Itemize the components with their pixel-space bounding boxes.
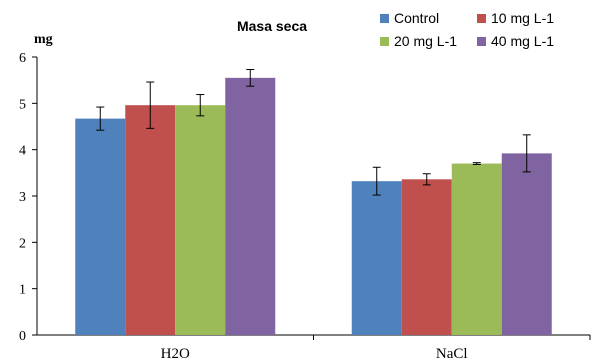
legend-swatch — [477, 37, 486, 46]
y-tick-label: 4 — [19, 144, 26, 159]
bar — [401, 179, 452, 335]
bar — [351, 181, 402, 335]
y-tick-label: 3 — [19, 190, 26, 205]
y-tick-label: 0 — [19, 329, 26, 344]
x-category-label: NaCl — [436, 346, 468, 362]
legend-swatch — [477, 14, 486, 23]
x-category-label: H2O — [161, 346, 190, 362]
bar — [225, 77, 276, 335]
y-tick-label: 1 — [19, 283, 26, 298]
y-axis-label: mg — [34, 32, 53, 47]
chart-title: Masa seca — [237, 18, 307, 34]
legend-swatch — [380, 14, 389, 23]
bar — [125, 105, 176, 335]
y-tick-label: 6 — [19, 51, 26, 66]
legend-label: 20 mg L-1 — [394, 33, 457, 49]
bar — [501, 153, 552, 335]
legend: Control 10 mg L-1 20 mg L-1 40 mg L-1 — [380, 10, 554, 49]
bar — [451, 163, 502, 335]
legend-label: 10 mg L-1 — [491, 10, 554, 26]
plot-area: 0 1 2 3 4 5 6 H2O NaCl — [19, 51, 591, 362]
legend-label: Control — [394, 10, 439, 26]
legend-label: 40 mg L-1 — [491, 33, 554, 49]
y-tick-label: 2 — [19, 236, 26, 251]
bar — [75, 118, 126, 335]
y-tick-label: 5 — [19, 97, 26, 112]
bar — [175, 105, 226, 335]
legend-swatch — [380, 37, 389, 46]
